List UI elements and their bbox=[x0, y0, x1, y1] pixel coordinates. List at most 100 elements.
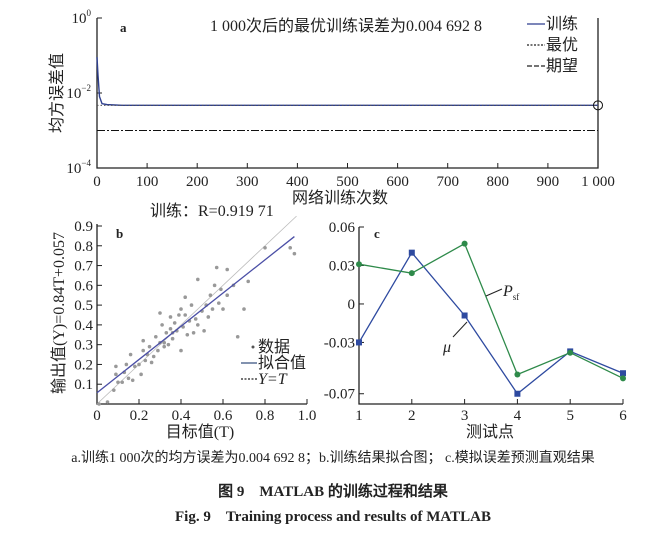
mu-marker bbox=[514, 390, 521, 397]
x-tick-label-c: 4 bbox=[514, 408, 522, 424]
data-point bbox=[168, 315, 173, 319]
chart-b-title: 训练：R=0.919 71 bbox=[150, 202, 274, 220]
axes-c bbox=[358, 227, 623, 405]
y-tick-label-c: -0.03 bbox=[324, 335, 355, 351]
y-tick-label-b: 0.3 bbox=[74, 338, 93, 354]
y-tick-label-c: 0.06 bbox=[329, 220, 356, 236]
psf-marker bbox=[408, 270, 415, 277]
y-tick-label-b: 0.9 bbox=[74, 219, 93, 235]
y-tick-label-b: 0.6 bbox=[74, 278, 93, 294]
data-point bbox=[221, 307, 225, 311]
axes-a bbox=[96, 18, 599, 169]
data-point bbox=[193, 317, 198, 321]
data-point bbox=[162, 344, 166, 349]
data-point bbox=[128, 352, 133, 357]
data-point bbox=[133, 364, 137, 369]
x-tick-label-c: 6 bbox=[619, 408, 627, 424]
y-tick-label-c: 0 bbox=[348, 297, 356, 313]
x-tick-label-c: 5 bbox=[566, 408, 574, 424]
data-point bbox=[160, 323, 164, 327]
x-tick-label-a: 900 bbox=[537, 174, 560, 190]
data-point bbox=[210, 307, 215, 311]
x-tick-label-a: 1 000 bbox=[581, 174, 615, 190]
data-point bbox=[137, 362, 141, 367]
x-tick-label-a: 400 bbox=[286, 174, 309, 190]
data-point bbox=[172, 321, 177, 325]
x-tick-label-b: 0.2 bbox=[130, 408, 149, 424]
data-point bbox=[162, 340, 166, 345]
data-point bbox=[105, 400, 110, 404]
panel-label-c: c bbox=[374, 226, 380, 241]
data-point bbox=[156, 348, 160, 353]
data-point bbox=[114, 372, 118, 377]
data-point bbox=[191, 331, 196, 335]
data-point bbox=[179, 348, 183, 353]
data-point bbox=[217, 301, 221, 305]
panel-label-a: a bbox=[120, 20, 127, 35]
x-tick-label-a: 500 bbox=[336, 174, 359, 190]
mu-marker bbox=[356, 339, 362, 346]
data-point bbox=[158, 311, 162, 315]
data-point bbox=[139, 372, 143, 377]
y-tick-label-b: 0.2 bbox=[74, 357, 93, 373]
psf-marker bbox=[461, 240, 468, 247]
chart-b-ylabel: 输出值(Y)=0.84T+0.057 bbox=[50, 232, 68, 394]
y-tick-label-b: 0.4 bbox=[74, 318, 93, 334]
panel-b-regression: 训练：R=0.919 71 b 目标值(T) 输出值(Y)=0.84T+0.05… bbox=[50, 202, 316, 441]
x-tick-label-a: 700 bbox=[436, 174, 459, 190]
y-tick-label-b: 0.5 bbox=[74, 298, 93, 314]
data-point bbox=[292, 251, 297, 256]
y-tick-label-a: 10−4 bbox=[66, 158, 91, 177]
figure-caption-en: Fig. 9 Training process and results of M… bbox=[175, 509, 491, 525]
mu-marker bbox=[461, 312, 468, 319]
x-tick-label-b: 0 bbox=[93, 408, 101, 424]
training-line bbox=[96, 57, 599, 107]
data-point bbox=[166, 342, 171, 347]
psf-marker bbox=[356, 261, 362, 268]
legend-swatch bbox=[251, 345, 255, 349]
data-point bbox=[183, 295, 187, 300]
data-point bbox=[149, 360, 154, 365]
x-tick-label-a: 100 bbox=[136, 174, 159, 190]
x-tick-label-b: 0.6 bbox=[214, 408, 233, 424]
x-tick-label-c: 3 bbox=[461, 408, 469, 424]
y-tick-label-a: 10−2 bbox=[66, 83, 91, 102]
data-point bbox=[225, 267, 229, 272]
data-point bbox=[130, 378, 135, 383]
legend-label: 训练 bbox=[546, 15, 578, 33]
legend-label: 期望 bbox=[546, 57, 578, 75]
x-tick-label-b: 0.4 bbox=[172, 408, 191, 424]
data-point bbox=[196, 323, 200, 327]
legend-label: 数据 bbox=[258, 338, 290, 356]
data-point bbox=[177, 313, 181, 317]
data-point bbox=[124, 362, 129, 367]
data-point bbox=[212, 283, 217, 288]
y-tick-label-a: 100 bbox=[72, 8, 92, 27]
x-tick-label-a: 600 bbox=[386, 174, 409, 190]
data-point bbox=[116, 380, 120, 385]
psf-marker bbox=[514, 371, 521, 378]
x-tick-label-c: 1 bbox=[355, 408, 363, 424]
panel-a-training-curve: a 1 000次后的最优训练误差为0.004 692 8 网络训练次数 均方误差… bbox=[48, 8, 615, 207]
y-tick-label-c: 0.03 bbox=[329, 258, 355, 274]
y-tick-label-b: 0.8 bbox=[74, 239, 93, 255]
data-point bbox=[219, 287, 223, 292]
data-point bbox=[120, 380, 124, 385]
chart-a-ylabel: 均方误差值 bbox=[48, 53, 66, 133]
data-point bbox=[97, 402, 101, 406]
data-point bbox=[143, 358, 148, 363]
data-point bbox=[112, 388, 116, 392]
data-point bbox=[183, 313, 187, 317]
psf-marker bbox=[620, 375, 626, 382]
data-point bbox=[242, 307, 246, 311]
mu-marker bbox=[408, 249, 415, 256]
best-point-marker bbox=[593, 100, 603, 111]
data-point bbox=[208, 293, 213, 298]
data-point bbox=[185, 332, 190, 337]
x-tick-label-a: 0 bbox=[93, 174, 101, 190]
data-point bbox=[147, 344, 152, 349]
fit-line bbox=[96, 236, 295, 394]
data-point bbox=[206, 315, 211, 319]
data-point bbox=[196, 277, 200, 282]
subcaption: a.训练1 000次的均方误差为0.004 692 8；b.训练结果拟合图； c… bbox=[71, 449, 594, 466]
